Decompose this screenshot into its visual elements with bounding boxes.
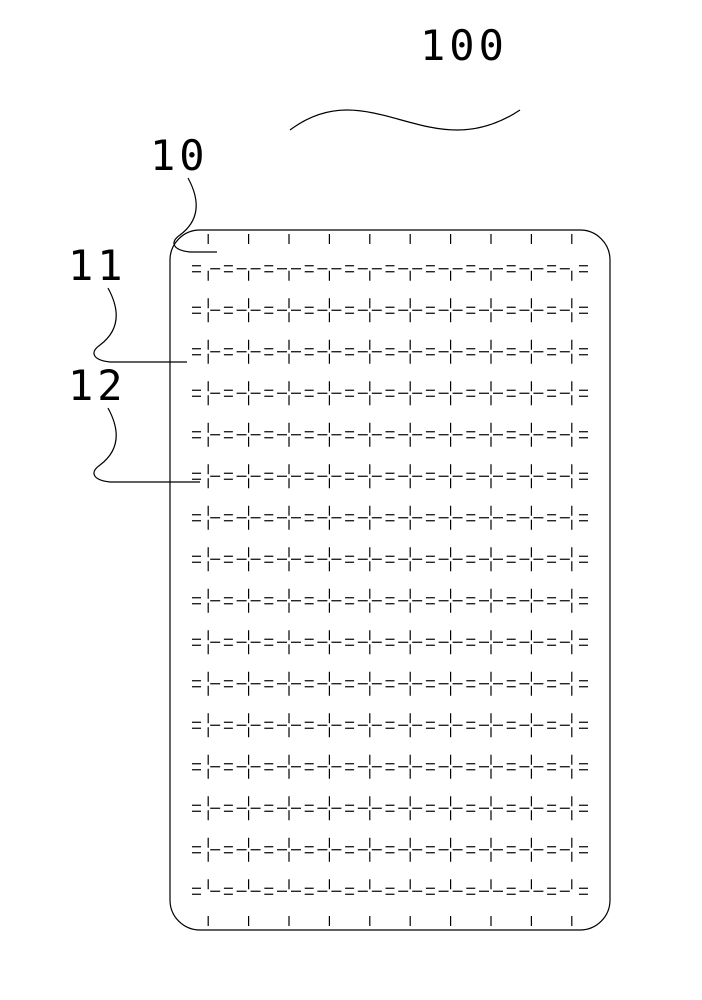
diagram-svg: 100 10 11 12 (0, 0, 702, 1000)
leader-label-10: 10 (150, 131, 209, 180)
background (0, 0, 702, 1000)
leader-label-12: 12 (68, 361, 127, 410)
figure-ref-100: 100 (420, 21, 508, 70)
leader-label-11: 11 (68, 241, 127, 290)
